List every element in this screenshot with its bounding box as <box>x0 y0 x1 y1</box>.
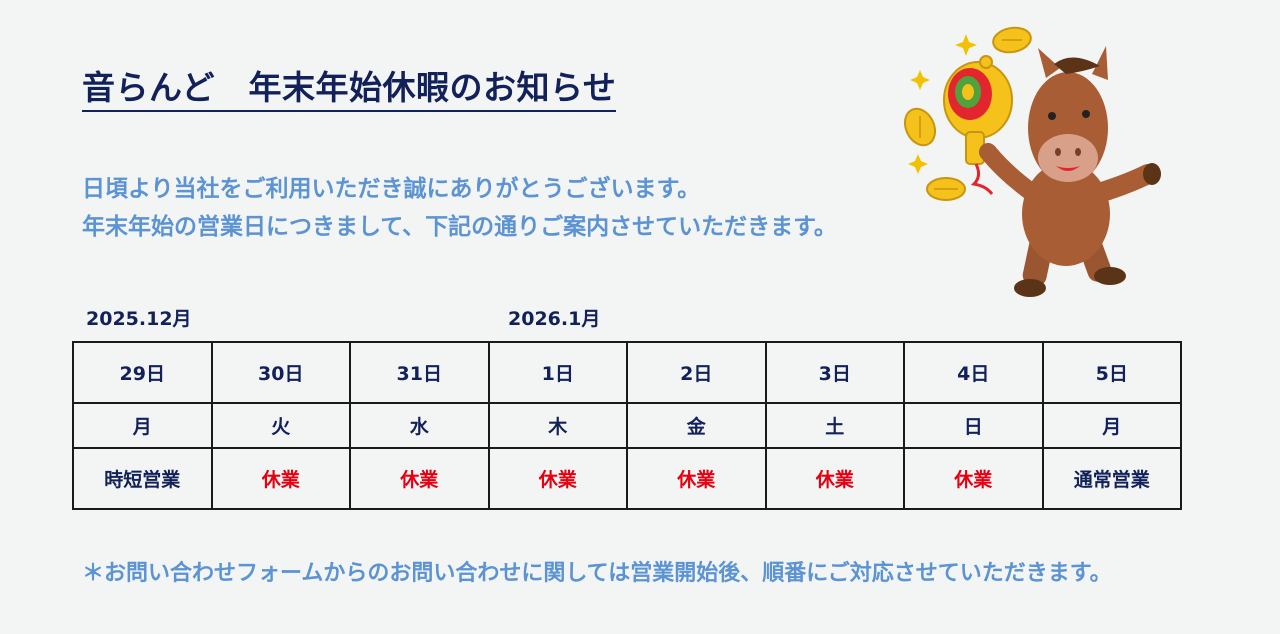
date-cell: 2日 <box>626 341 767 404</box>
lucky-mallet-icon <box>943 55 1013 195</box>
weekday-row: 月 火 水 木 金 土 日 月 <box>72 402 1182 449</box>
date-cell: 1日 <box>487 341 628 404</box>
date-cell: 30日 <box>210 341 351 404</box>
weekday-cell: 火 <box>210 402 351 449</box>
status-cell-closed: 休業 <box>903 447 1044 510</box>
status-cell-short-hours: 時短営業 <box>72 447 213 510</box>
sparkle-icon <box>908 34 977 174</box>
holiday-schedule-table: 29日 30日 31日 1日 2日 3日 4日 5日 月 火 水 木 金 土 日… <box>72 341 1182 510</box>
weekday-cell: 月 <box>72 402 213 449</box>
month-label-january: 2026.1月 <box>508 308 601 330</box>
date-cell: 5日 <box>1041 341 1182 404</box>
weekday-cell: 金 <box>626 402 767 449</box>
date-cell: 4日 <box>903 341 1044 404</box>
status-row: 時短営業 休業 休業 休業 休業 休業 休業 通常営業 <box>72 447 1182 510</box>
month-label-december: 2025.12月 <box>86 308 192 330</box>
weekday-cell: 木 <box>487 402 628 449</box>
weekday-cell: 日 <box>903 402 1044 449</box>
intro-line-2: 年末年始の営業日につきまして、下記の通りご案内させていただきます。 <box>82 214 837 240</box>
gold-coin-icon <box>903 26 1032 201</box>
weekday-cell: 月 <box>1041 402 1182 449</box>
intro-message: 日頃より当社をご利用いただき誠にありがとうございます。 年末年始の営業日につきま… <box>82 170 837 246</box>
contact-form-note: ＊お問い合わせフォームからのお問い合わせに関しては営業開始後、順番にご対応させて… <box>82 561 1112 586</box>
status-cell-closed: 休業 <box>487 447 628 510</box>
status-cell-regular: 通常営業 <box>1041 447 1182 510</box>
weekday-cell: 土 <box>764 402 905 449</box>
status-cell-closed: 休業 <box>764 447 905 510</box>
date-cell: 29日 <box>72 341 213 404</box>
date-cell: 31日 <box>349 341 490 404</box>
status-cell-closed: 休業 <box>210 447 351 510</box>
intro-line-1: 日頃より当社をご利用いただき誠にありがとうございます。 <box>82 176 701 202</box>
page-title: 音らんど 年末年始休暇のお知らせ <box>82 66 617 112</box>
horse-character-icon <box>979 46 1161 297</box>
horse-with-lucky-mallet-icon <box>903 26 1161 297</box>
weekday-cell: 水 <box>349 402 490 449</box>
status-cell-closed: 休業 <box>626 447 767 510</box>
date-row: 29日 30日 31日 1日 2日 3日 4日 5日 <box>72 341 1182 404</box>
status-cell-closed: 休業 <box>349 447 490 510</box>
date-cell: 3日 <box>764 341 905 404</box>
